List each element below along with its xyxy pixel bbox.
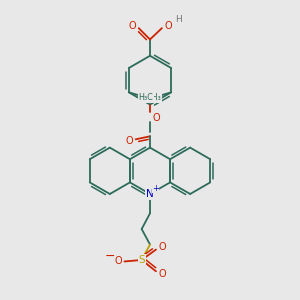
- Text: S: S: [138, 255, 145, 265]
- Text: +: +: [152, 184, 159, 193]
- Text: O: O: [128, 21, 136, 31]
- Text: N: N: [146, 189, 154, 199]
- Text: CH₃: CH₃: [147, 93, 161, 102]
- Text: H₃C: H₃C: [139, 93, 153, 102]
- Text: O: O: [165, 21, 172, 31]
- Text: H: H: [175, 15, 181, 24]
- Text: O: O: [114, 256, 122, 266]
- Text: O: O: [125, 136, 133, 146]
- Text: −: −: [104, 250, 115, 262]
- Text: O: O: [159, 242, 166, 252]
- Text: O: O: [159, 268, 166, 279]
- Text: O: O: [152, 112, 160, 123]
